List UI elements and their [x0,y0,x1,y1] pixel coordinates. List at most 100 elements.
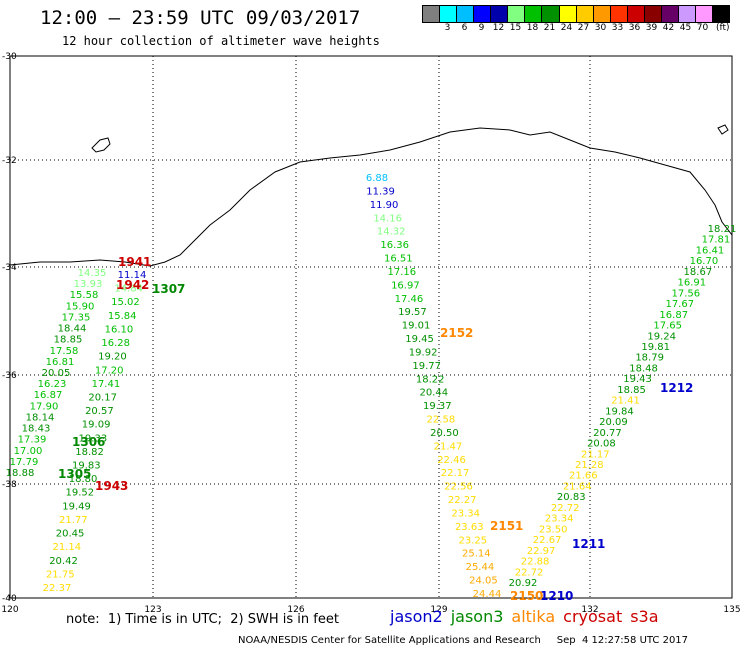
track-value: 17.81 [702,235,731,246]
track-value: 22.88 [521,557,550,568]
legend-label: 36 [628,23,641,33]
legend-swatch [457,6,475,22]
lat-tick-label: -40 [2,594,17,604]
track-value: 16.81 [46,357,75,368]
track-value: 25.14 [462,549,491,560]
track-value: 24.05 [469,576,498,587]
track-value: 19.09 [82,420,111,431]
track-value: 20.44 [419,388,448,399]
track-value: 14.84 [114,284,143,295]
track-value: 16.87 [659,310,688,321]
track-value: 16.41 [696,245,725,256]
legend-swatch [474,6,492,22]
pass-time-label: 1210 [540,589,573,603]
track-value: 15.90 [66,301,95,312]
legend-swatch [678,6,696,22]
legend-swatch [610,6,628,22]
track-value: 16.28 [101,338,130,349]
track-value: 22.72 [551,503,580,514]
track-value: 22.56 [444,482,473,493]
track-value: 16.97 [391,280,420,291]
legend-label: 21 [543,23,556,33]
lon-tick-label: 126 [287,605,304,615]
track-value: 19.81 [641,342,670,353]
track-value: 21.77 [59,515,88,526]
satellite-label: s3a [630,607,659,626]
lat-tick-label: -38 [2,480,17,490]
track-value: 18.85 [54,335,83,346]
lat-tick-label: -30 [2,52,17,62]
track-value: 22.27 [448,495,477,506]
track-value: 18.82 [75,447,104,458]
pass-time-label: 1943 [95,479,128,493]
pass-time-label: 1306 [72,435,105,449]
legend-swatch [661,6,679,22]
legend-swatch [576,6,594,22]
track-value: 11.14 [118,270,147,281]
satellite-legend: jason2 jason3 altika cryosat s3a [390,607,667,626]
track-value: 17.90 [30,401,59,412]
track-value: 22.97 [527,546,556,557]
track-value: 21.47 [434,441,463,452]
track-value: 20.77 [593,428,622,439]
track-value: 24.44 [473,589,502,600]
lat-tick-label: -34 [2,263,17,273]
color-scale-labels: 3 6 9 12 15 18 21 24 27 30 33 36 39 42 45 70 [422,23,728,35]
lon-tick-label: 129 [430,605,447,615]
track-value: 18.21 [708,224,737,235]
track-value: 16.91 [678,278,707,289]
lat-tick-label: -32 [2,156,17,166]
pass-time-label: 2152 [440,326,473,340]
track-value: 17.20 [95,365,124,376]
track-value: 21.41 [611,396,640,407]
legend-swatch [491,6,509,22]
track-value: 20.50 [430,428,459,439]
lon-tick-label: 123 [144,605,161,615]
track-value: 21.66 [569,471,598,482]
legend-label: 6 [461,23,468,33]
track-value: 6.88 [366,173,388,184]
track-value: 14.16 [373,213,402,224]
track-value: 16.70 [690,256,719,267]
track-value: 16.10 [105,324,134,335]
pass-time-label: 1305 [58,467,91,481]
track-value: 16.36 [380,240,409,251]
color-scale-legend [422,5,730,23]
legend-swatch [627,6,645,22]
lat-tick-label: -36 [2,371,17,381]
page-subtitle: 12 hour collection of altimeter wave hei… [62,34,380,48]
track-value: 19.49 [62,501,91,512]
track-value: 19.37 [423,401,452,412]
satellite-label: altika [511,607,556,626]
track-value: 17.16 [388,267,417,278]
track-value: 21.64 [563,481,592,492]
track-value: 17.00 [14,446,43,457]
track-value: 17.79 [10,457,39,468]
track-value: 19.84 [605,406,634,417]
track-value: 19.20 [98,352,127,363]
track-value: 18.79 [635,353,664,364]
legend-label: 33 [611,23,624,33]
track-value: 22.17 [441,468,470,479]
track-value: 20.45 [56,529,85,540]
coastline [9,127,733,267]
track-value: 22.67 [533,535,562,546]
track-value: 17.39 [18,435,47,446]
track-value: 17.46 [395,294,424,305]
track-value: 21.28 [575,460,604,471]
track-value: 19.83 [72,461,101,472]
track-value: 18.67 [684,267,713,278]
track-value: 18.85 [617,385,646,396]
track-value: 21.75 [46,569,75,580]
track-value: 14.32 [377,227,406,238]
legend-swatch [593,6,611,22]
lon-tick-label: 120 [1,605,18,615]
track-value: 18.44 [58,324,87,335]
legend-label: 27 [577,23,590,33]
track-value: 21.14 [52,542,81,553]
track-value: 11.39 [366,186,395,197]
satellite-label: cryosat [563,607,623,626]
track-value: 18.14 [26,412,55,423]
track-value: 13.93 [74,279,103,290]
legend-swatch [559,6,577,22]
